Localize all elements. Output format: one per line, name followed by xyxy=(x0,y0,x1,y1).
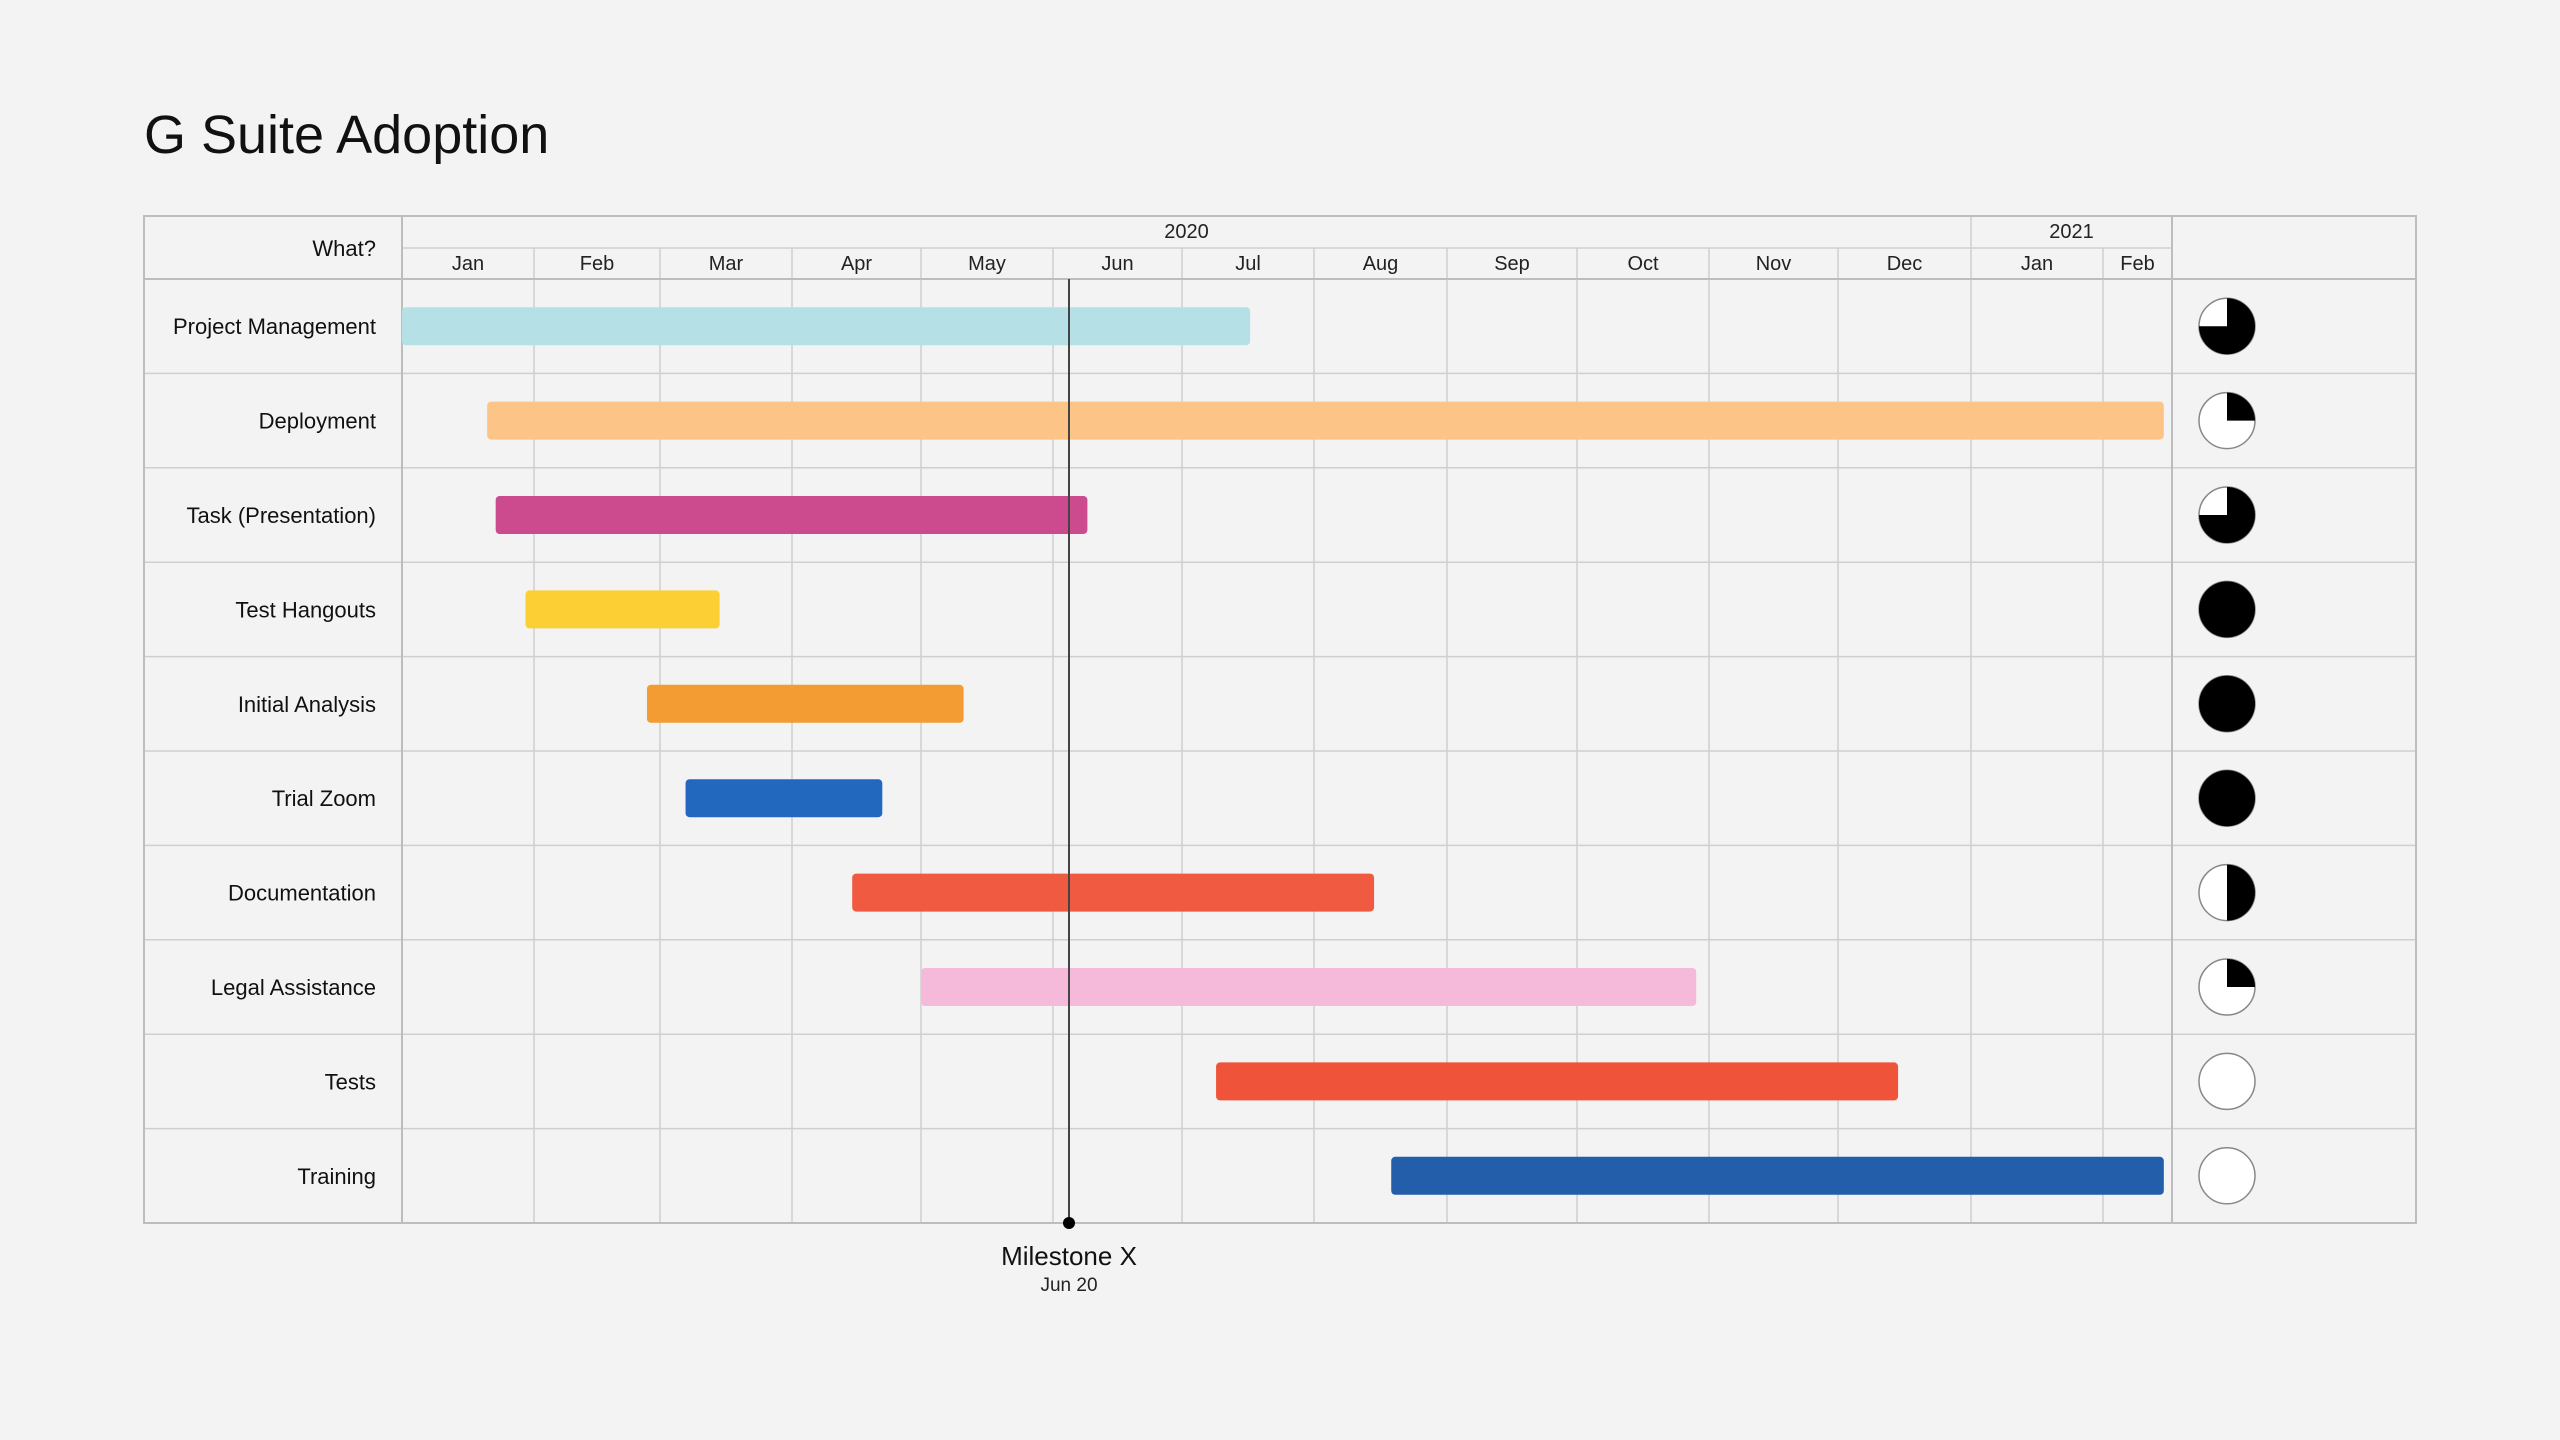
progress-pie-fill xyxy=(2227,392,2255,421)
task-bar xyxy=(1391,1156,2164,1195)
month-label: Jul xyxy=(1235,253,1261,275)
task-bar xyxy=(921,968,1697,1006)
month-label: Aug xyxy=(1363,253,1399,275)
year-label: 2020 xyxy=(1164,221,1209,243)
progress-pie-fill xyxy=(2199,487,2255,543)
month-label: Feb xyxy=(2120,253,2154,275)
task-bar xyxy=(487,401,2164,440)
progress-pie-fill xyxy=(2227,959,2255,987)
month-label: Jun xyxy=(1101,253,1133,275)
task-label: Deployment xyxy=(259,409,376,434)
month-label: May xyxy=(968,253,1006,275)
page-title: G Suite Adoption xyxy=(144,105,550,165)
task-label: Documentation xyxy=(228,881,376,906)
year-label: 2021 xyxy=(2049,221,2094,243)
task-label: Project Management xyxy=(173,314,376,339)
progress-pie-bg xyxy=(2198,1052,2256,1111)
progress-pie-bg xyxy=(2198,1147,2256,1205)
task-bar xyxy=(402,307,1251,346)
label-column-header: What? xyxy=(312,236,376,261)
milestone-date: Jun 20 xyxy=(1040,1275,1097,1296)
progress-pie-fill xyxy=(2227,864,2255,921)
progress-pie-fill xyxy=(2199,770,2255,827)
month-label: Sep xyxy=(1494,253,1530,275)
task-bar xyxy=(1216,1062,1899,1101)
progress-pie-fill xyxy=(2199,581,2255,638)
progress-pie-fill xyxy=(2199,675,2255,732)
task-bar xyxy=(852,873,1375,912)
month-label: Jan xyxy=(452,253,484,275)
task-label: Training xyxy=(297,1164,376,1189)
milestone-label: Milestone X xyxy=(1001,1241,1137,1271)
month-label: Jan xyxy=(2021,253,2053,275)
task-label: Task (Presentation) xyxy=(186,503,376,528)
month-label: Dec xyxy=(1887,253,1923,275)
month-label: Nov xyxy=(1756,253,1792,275)
task-label: Legal Assistance xyxy=(211,975,376,1000)
task-label: Initial Analysis xyxy=(238,692,376,717)
task-bar xyxy=(646,684,964,723)
task-bar xyxy=(525,590,720,629)
task-bar xyxy=(495,496,1088,534)
month-label: Mar xyxy=(709,253,744,275)
table-border xyxy=(143,215,2417,1224)
task-bar xyxy=(685,779,883,818)
task-label: Test Hangouts xyxy=(235,597,376,622)
month-label: Oct xyxy=(1627,253,1659,275)
task-label: Tests xyxy=(325,1069,376,1094)
milestone-dot xyxy=(1063,1217,1075,1229)
task-label: Trial Zoom xyxy=(272,786,376,811)
month-label: Apr xyxy=(841,253,872,275)
progress-pie-fill xyxy=(2199,298,2256,355)
month-label: Feb xyxy=(580,253,614,275)
